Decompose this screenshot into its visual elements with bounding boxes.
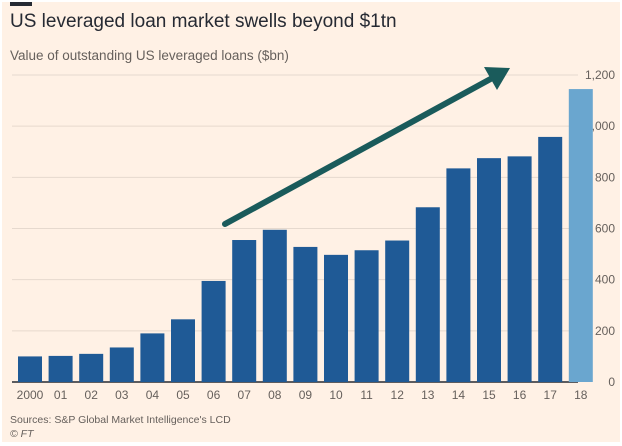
x-tick-label: 15 [482,388,496,402]
bar [109,347,134,382]
bar [385,240,410,382]
x-tick-label: 01 [54,388,68,402]
y-tick-label: 1,200 [585,68,615,82]
x-tick-label: 10 [329,388,343,402]
bar [354,250,379,382]
x-tick-label: 14 [452,388,466,402]
bar [477,158,501,382]
x-tick-label: 16 [513,388,527,402]
credit-note: © FT [10,428,34,440]
x-tick-label: 18 [574,388,588,402]
x-tick-label: 04 [146,388,160,402]
y-tick-label: 800 [595,170,615,184]
bar [262,229,287,382]
bar [324,254,348,382]
y-tick-label: 200 [595,324,615,338]
bar [232,240,257,382]
bar [79,353,104,382]
bar [18,356,42,382]
bar [171,319,195,382]
x-tick-label: 13 [421,388,435,402]
trend-arrow-head [484,67,510,90]
bar [568,89,593,382]
chart-subtitle: Value of outstanding US leveraged loans … [10,48,289,63]
y-tick-label: 400 [595,273,615,287]
bar [415,207,440,382]
x-tick-label: 17 [544,388,558,402]
trend-arrow-shaft [222,73,499,227]
x-tick-label: 12 [391,388,405,402]
title-rule [10,2,32,6]
source-note: Sources: S&P Global Market Intelligence'… [10,414,231,426]
x-tick-label: 07 [238,388,252,402]
x-tick-label: 02 [85,388,99,402]
x-tick-label: 05 [176,388,190,402]
y-tick-label: 0 [608,375,615,389]
chart-title: US leveraged loan market swells beyond $… [10,11,397,32]
bar [538,136,563,382]
bar [446,168,471,382]
bar [293,246,318,382]
x-tick-label: 09 [299,388,313,402]
x-tick-label: 2000 [17,388,44,402]
bar [507,156,532,382]
bar [140,333,165,382]
x-tick-label: 06 [207,388,221,402]
bar [48,355,73,382]
x-tick-label: 08 [268,388,282,402]
y-tick-label: 600 [595,222,615,236]
x-tick-label: 11 [360,388,373,402]
x-tick-label: 03 [115,388,129,402]
bar [201,280,226,382]
